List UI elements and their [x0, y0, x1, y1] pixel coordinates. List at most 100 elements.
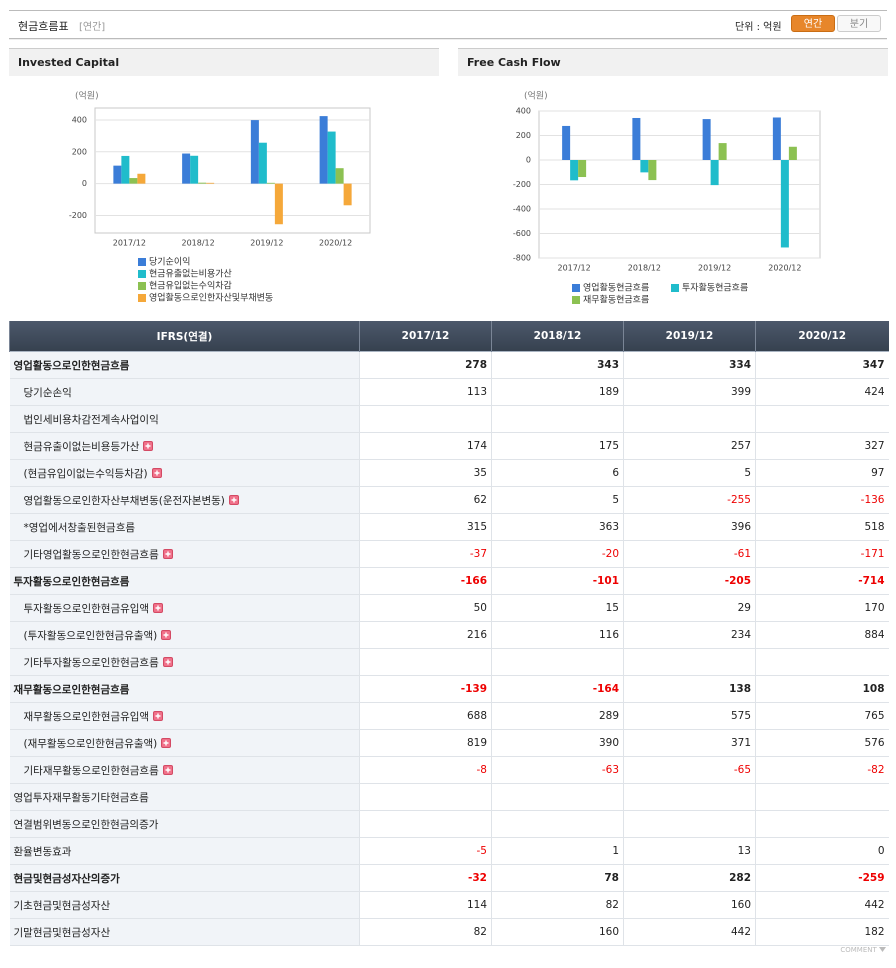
- bar: [258, 142, 267, 184]
- legend-swatch: [671, 284, 679, 292]
- table-row: 현금및현금성자산의증가 -32 78 282 -259: [9, 864, 889, 892]
- y-tick-label: -200: [69, 211, 87, 220]
- expand-icon[interactable]: [162, 548, 173, 559]
- value-cell: 13: [623, 837, 756, 865]
- x-tick-label: 2017/12: [558, 264, 591, 273]
- bar: [562, 125, 571, 160]
- icon-plus: [165, 551, 171, 556]
- x-tick-label: 2020/12: [319, 239, 352, 248]
- expand-icon[interactable]: [151, 467, 162, 478]
- column-header: 2019/12: [623, 321, 756, 352]
- icon-plus: [155, 713, 161, 718]
- row-label-cell: 기타영업활동으로인한현금흐름: [9, 540, 360, 568]
- comment-label: COMMENT: [840, 946, 877, 954]
- x-tick-label: 2020/12: [768, 264, 801, 273]
- legend-label: 재무활동현금흐름: [583, 294, 649, 306]
- x-tick-label: 2019/12: [698, 264, 731, 273]
- value-cell: [755, 810, 889, 838]
- bar: [319, 116, 328, 184]
- value-cell: [623, 405, 756, 433]
- value-cell: 182: [755, 918, 889, 946]
- bar: [343, 183, 352, 206]
- y-tick-label: -400: [513, 205, 531, 214]
- icon-plus: [155, 605, 161, 610]
- value-cell: -101: [491, 567, 624, 595]
- legend-label: 현금유입없는수익차감: [149, 280, 232, 292]
- value-cell: [755, 405, 889, 433]
- value-cell: [491, 648, 624, 676]
- value-cell: [359, 648, 492, 676]
- value-cell: 170: [755, 594, 889, 622]
- bar: [274, 183, 283, 225]
- tab-button[interactable]: 분기: [837, 15, 881, 32]
- expand-icon[interactable]: [153, 710, 164, 721]
- expand-icon[interactable]: [228, 494, 239, 505]
- value-cell: [623, 810, 756, 838]
- bar: [570, 160, 579, 181]
- value-cell: 5: [623, 459, 756, 487]
- bar: [648, 160, 657, 181]
- row-label: 기타투자활동으로인한현금흐름: [23, 656, 159, 669]
- table-row: 기타재무활동으로인한현금흐름 -8 -63 -65 -82: [9, 756, 889, 784]
- value-cell: 347: [755, 351, 889, 379]
- tab-button[interactable]: 연간: [791, 15, 835, 32]
- table-row: 현금유출이없는비용등가산 174 175 257 327: [9, 432, 889, 460]
- row-label-cell: 투자활동으로인한현금흐름: [9, 567, 360, 595]
- icon-plus: [231, 497, 237, 502]
- row-label-cell: 기초현금및현금성자산: [9, 891, 360, 919]
- value-cell: -32: [359, 864, 492, 892]
- bar: [182, 153, 191, 184]
- row-label-cell: (재무활동으로인한현금유출액): [9, 729, 360, 757]
- value-cell: 116: [491, 621, 624, 649]
- bar: [129, 178, 138, 184]
- table-row: 투자활동으로인한현금유입액 50 15 29 170: [9, 594, 889, 622]
- row-label-cell: 당기순손익: [9, 378, 360, 406]
- row-label: 재무활동으로인한현금유입액: [23, 710, 150, 723]
- bar: [710, 160, 719, 186]
- value-cell: 138: [623, 675, 756, 703]
- value-cell: 363: [491, 513, 624, 541]
- column-header: 2018/12: [491, 321, 624, 352]
- value-cell: 334: [623, 351, 756, 379]
- table-row: (현금유입이없는수익등차감) 35 6 5 97: [9, 459, 889, 487]
- x-tick-label: 2019/12: [250, 239, 283, 248]
- chart-title: Free Cash Flow: [458, 48, 888, 76]
- y-tick-label: 400: [516, 107, 531, 116]
- y-tick-label: 0: [82, 179, 87, 188]
- column-header: 2017/12: [359, 321, 492, 352]
- table-row: 환율변동효과 -5 1 13 0: [9, 837, 889, 865]
- column-header: 2020/12: [755, 321, 889, 352]
- y-tick-label: -800: [513, 254, 531, 263]
- value-cell: -171: [755, 540, 889, 568]
- value-cell: 82: [359, 918, 492, 946]
- comment-toggle[interactable]: COMMENT: [840, 946, 886, 954]
- table-row: 영업투자재무활동기타현금흐름: [9, 783, 889, 811]
- expand-icon[interactable]: [161, 629, 172, 640]
- value-cell: 819: [359, 729, 492, 757]
- expand-icon[interactable]: [143, 440, 154, 451]
- value-cell: 315: [359, 513, 492, 541]
- value-cell: 1: [491, 837, 624, 865]
- value-cell: 575: [623, 702, 756, 730]
- cash-flow-table: IFRS(연결) 2017/12 2018/12 2019/12 2020/12 영업활…: [9, 321, 889, 946]
- value-cell: 160: [491, 918, 624, 946]
- expand-icon[interactable]: [161, 737, 172, 748]
- value-cell: 765: [755, 702, 889, 730]
- bar: [788, 146, 797, 160]
- bar: [327, 131, 336, 184]
- row-label: 당기순손익: [23, 386, 72, 399]
- expand-icon[interactable]: [162, 764, 173, 775]
- row-label: 투자활동으로인한현금유입액: [23, 602, 150, 615]
- y-tick-label: 200: [72, 147, 87, 156]
- row-label: (재무활동으로인한현금유출액): [23, 737, 158, 750]
- expand-icon[interactable]: [153, 602, 164, 613]
- bar: [780, 160, 789, 248]
- bar: [250, 120, 259, 184]
- value-cell: [359, 783, 492, 811]
- table-row: 당기순손익 113 189 399 424: [9, 378, 889, 406]
- value-cell: 278: [359, 351, 492, 379]
- value-cell: -82: [755, 756, 889, 784]
- expand-icon[interactable]: [162, 656, 173, 667]
- row-label-cell: 투자활동으로인한현금유입액: [9, 594, 360, 622]
